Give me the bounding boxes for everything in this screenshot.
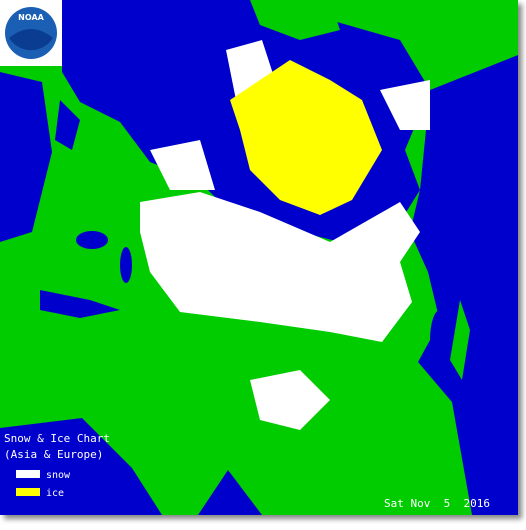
map-frame: NOAA Snow & Ice Chart (Asia & Europe) sn… [0,0,518,515]
sea-of-japan [430,310,450,370]
mediterranean-sea [40,290,120,318]
snow-tibet [250,370,330,430]
atlantic-ocean [0,72,52,242]
baltic-sea [55,100,80,150]
black-sea [76,231,108,249]
legend-label: ice [46,488,64,499]
bay-of-bengal [198,470,262,515]
logo-text: NOAA [18,13,44,22]
snow-kola [150,140,215,190]
svalbard [250,0,340,40]
map: NOAA Snow & Ice Chart (Asia & Europe) sn… [0,0,518,515]
japan [450,300,470,380]
legend-swatch [16,488,40,496]
logo-wave [9,29,53,51]
snow-chukotka [380,80,430,130]
legend-label: snow [46,470,71,481]
noaa-logo: NOAA [0,0,62,66]
sea-ice [230,60,382,215]
pacific-ocean [410,55,518,515]
caspian-sea [120,247,132,283]
legend-title: Snow & Ice Chart [4,432,110,445]
islands [250,0,470,380]
legend-subtitle: (Asia & Europe) [4,448,103,461]
indian-ocean [0,418,162,515]
snow-siberia [140,192,420,342]
date-label: Sat Nov 5 2016 [384,497,490,510]
legend-swatch [16,470,40,478]
